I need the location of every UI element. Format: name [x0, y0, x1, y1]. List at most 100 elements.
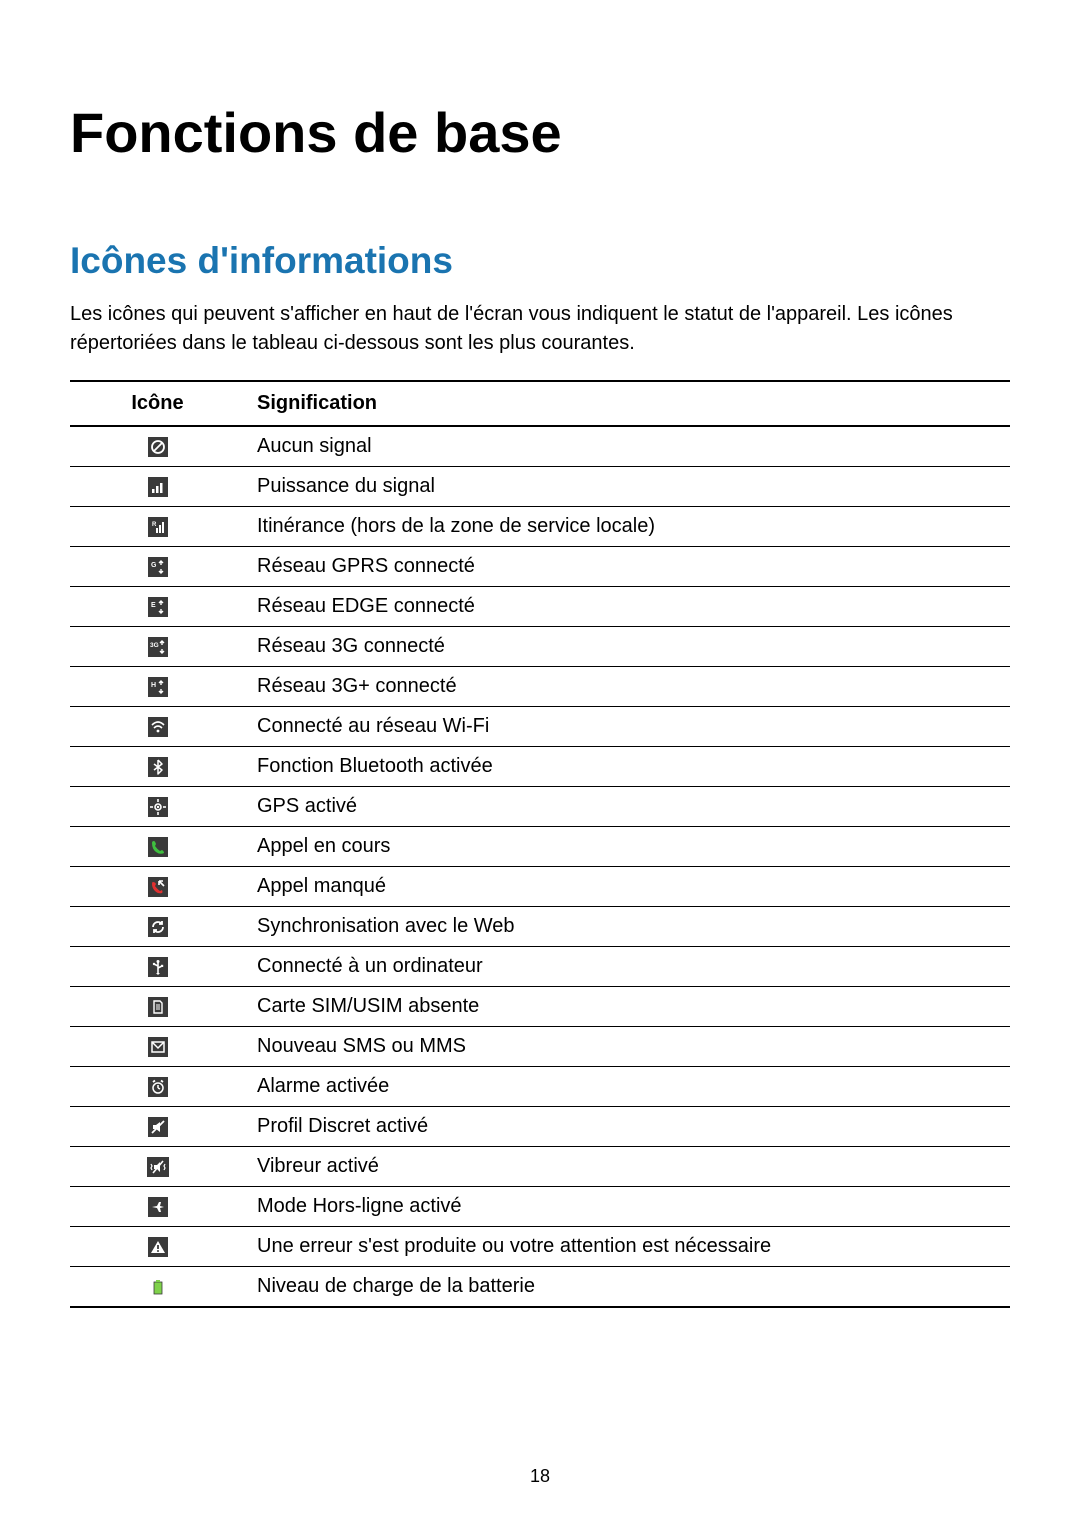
icon-cell: H	[70, 667, 245, 707]
meaning-cell: Réseau 3G connecté	[245, 627, 1010, 667]
no-signal-icon	[148, 437, 168, 457]
table-row: Appel en cours	[70, 827, 1010, 867]
3gplus-icon: H	[148, 677, 168, 697]
error-icon	[148, 1237, 168, 1257]
icon-cell	[70, 747, 245, 787]
icon-cell	[70, 1107, 245, 1147]
meaning-cell: Fonction Bluetooth activée	[245, 747, 1010, 787]
table-row: Puissance du signal	[70, 467, 1010, 507]
page-number: 18	[0, 1466, 1080, 1487]
meaning-cell: Réseau 3G+ connecté	[245, 667, 1010, 707]
icon-cell: E	[70, 587, 245, 627]
meaning-cell: Connecté au réseau Wi-Fi	[245, 707, 1010, 747]
meaning-cell: Réseau EDGE connecté	[245, 587, 1010, 627]
table-row: Connecté au réseau Wi-Fi	[70, 707, 1010, 747]
meaning-cell: Une erreur s'est produite ou votre atten…	[245, 1227, 1010, 1267]
alarm-icon	[148, 1077, 168, 1097]
icon-cell	[70, 1267, 245, 1308]
table-row: G Réseau GPRS connecté	[70, 547, 1010, 587]
meaning-cell: Nouveau SMS ou MMS	[245, 1027, 1010, 1067]
battery-icon	[148, 1277, 168, 1297]
icon-cell	[70, 787, 245, 827]
icon-cell	[70, 707, 245, 747]
icon-cell	[70, 467, 245, 507]
icon-cell	[70, 867, 245, 907]
edge-icon: E	[148, 597, 168, 617]
icon-cell	[70, 907, 245, 947]
icon-cell: 3G	[70, 627, 245, 667]
icon-cell	[70, 947, 245, 987]
wifi-icon	[148, 717, 168, 737]
icon-meaning-table: Icône Signification Aucun signalPuissanc…	[70, 380, 1010, 1308]
meaning-cell: Réseau GPRS connecté	[245, 547, 1010, 587]
meaning-cell: Niveau de charge de la batterie	[245, 1267, 1010, 1308]
table-row: H Réseau 3G+ connecté	[70, 667, 1010, 707]
sms-icon	[148, 1037, 168, 1057]
icon-cell	[70, 1227, 245, 1267]
signal-icon	[148, 477, 168, 497]
meaning-cell: Puissance du signal	[245, 467, 1010, 507]
meaning-cell: Appel en cours	[245, 827, 1010, 867]
airplane-icon	[148, 1197, 168, 1217]
table-header-meaning: Signification	[245, 381, 1010, 426]
icon-cell	[70, 987, 245, 1027]
meaning-cell: Connecté à un ordinateur	[245, 947, 1010, 987]
icon-cell	[70, 827, 245, 867]
gps-icon	[148, 797, 168, 817]
icon-cell	[70, 1067, 245, 1107]
table-row: Synchronisation avec le Web	[70, 907, 1010, 947]
svg-text:R: R	[152, 522, 157, 528]
meaning-cell: Vibreur activé	[245, 1147, 1010, 1187]
vibrate-icon	[147, 1157, 169, 1177]
icon-cell	[70, 1027, 245, 1067]
table-row: Aucun signal	[70, 426, 1010, 467]
intro-paragraph: Les icônes qui peuvent s'afficher en hau…	[70, 300, 1010, 358]
svg-text:E: E	[151, 602, 156, 609]
icon-cell: R	[70, 507, 245, 547]
meaning-cell: Synchronisation avec le Web	[245, 907, 1010, 947]
meaning-cell: Alarme activée	[245, 1067, 1010, 1107]
mute-icon	[148, 1117, 168, 1137]
icon-cell	[70, 1147, 245, 1187]
table-row: R Itinérance (hors de la zone de service …	[70, 507, 1010, 547]
svg-text:3G: 3G	[150, 642, 159, 649]
meaning-cell: Itinérance (hors de la zone de service l…	[245, 507, 1010, 547]
table-row: GPS activé	[70, 787, 1010, 827]
table-row: E Réseau EDGE connecté	[70, 587, 1010, 627]
table-header-icon: Icône	[70, 381, 245, 426]
table-row: Vibreur activé	[70, 1147, 1010, 1187]
meaning-cell: Aucun signal	[245, 426, 1010, 467]
table-row: Connecté à un ordinateur	[70, 947, 1010, 987]
section-title: Icônes d'informations	[70, 240, 1010, 282]
page-title: Fonctions de base	[70, 100, 1010, 165]
table-row: Alarme activée	[70, 1067, 1010, 1107]
table-row: Carte SIM/USIM absente	[70, 987, 1010, 1027]
meaning-cell: Mode Hors-ligne activé	[245, 1187, 1010, 1227]
table-row: Appel manqué	[70, 867, 1010, 907]
meaning-cell: Profil Discret activé	[245, 1107, 1010, 1147]
icon-cell	[70, 426, 245, 467]
sync-icon	[148, 917, 168, 937]
no-sim-icon	[148, 997, 168, 1017]
table-row: 3G Réseau 3G connecté	[70, 627, 1010, 667]
call-icon	[148, 837, 168, 857]
bluetooth-icon	[148, 757, 168, 777]
meaning-cell: Appel manqué	[245, 867, 1010, 907]
table-row: Mode Hors-ligne activé	[70, 1187, 1010, 1227]
table-row: Niveau de charge de la batterie	[70, 1267, 1010, 1308]
meaning-cell: GPS activé	[245, 787, 1010, 827]
3g-icon: 3G	[148, 637, 168, 657]
table-row: Nouveau SMS ou MMS	[70, 1027, 1010, 1067]
missed-call-icon	[148, 877, 168, 897]
meaning-cell: Carte SIM/USIM absente	[245, 987, 1010, 1027]
table-row: Une erreur s'est produite ou votre atten…	[70, 1227, 1010, 1267]
icon-cell	[70, 1187, 245, 1227]
table-row: Fonction Bluetooth activée	[70, 747, 1010, 787]
table-row: Profil Discret activé	[70, 1107, 1010, 1147]
icon-cell: G	[70, 547, 245, 587]
usb-icon	[148, 957, 168, 977]
gprs-icon: G	[148, 557, 168, 577]
svg-text:G: G	[151, 562, 157, 569]
svg-text:H: H	[151, 682, 156, 689]
roaming-icon: R	[148, 517, 168, 537]
